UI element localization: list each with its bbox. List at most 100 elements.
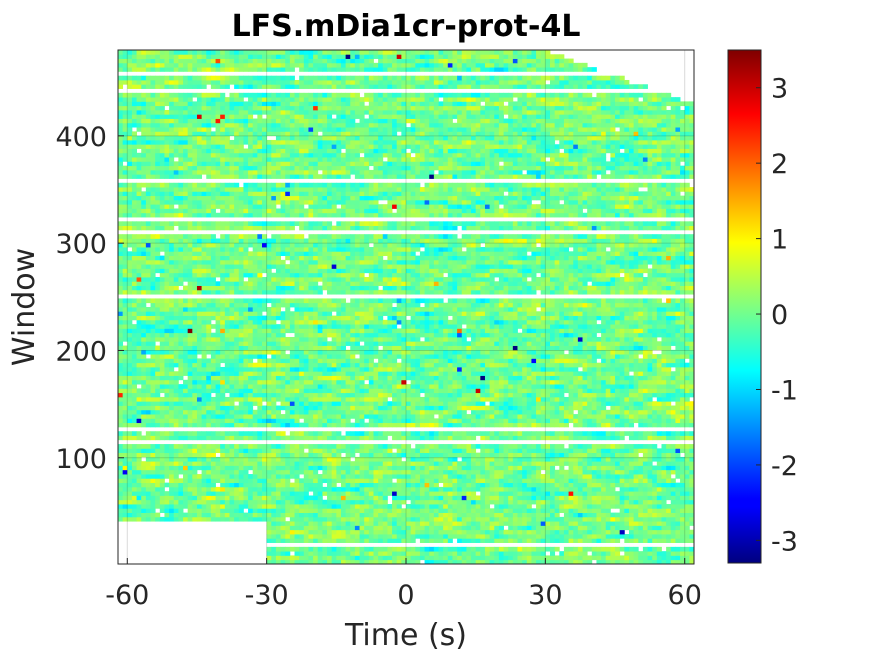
heatmap-cell [280, 534, 286, 539]
heatmap-cell [406, 409, 412, 415]
heatmap-cell [480, 448, 486, 454]
heatmap-cell [424, 491, 430, 496]
heatmap-cell [545, 534, 551, 539]
heatmap-cell [517, 469, 523, 475]
heatmap-cell [610, 559, 616, 564]
heatmap-cell [675, 499, 681, 505]
heatmap-cell [461, 534, 467, 539]
heatmap-cell [601, 375, 607, 381]
heatmap-cell [466, 461, 472, 466]
heatmap-cell [457, 388, 463, 394]
heatmap-cell [127, 516, 133, 522]
heatmap-cell [484, 375, 491, 381]
heatmap-cell [387, 482, 393, 488]
heatmap-cell [424, 546, 430, 552]
heatmap-cell [577, 521, 583, 526]
heatmap-cell [675, 538, 681, 543]
heatmap-cell [178, 482, 184, 488]
heatmap-cell [150, 375, 156, 381]
heatmap-cell [415, 452, 421, 458]
heatmap-cell [322, 444, 328, 449]
heatmap-cell [127, 384, 133, 389]
heatmap-cell [531, 478, 537, 484]
heatmap-cell [443, 418, 449, 424]
heatmap-cell [461, 418, 467, 424]
heatmap-cell [642, 418, 648, 424]
heatmap-cell [285, 396, 291, 402]
heatmap-cell [266, 456, 272, 462]
heatmap-cell [275, 456, 281, 462]
heatmap-cell [596, 474, 602, 479]
heatmap-cell [350, 401, 356, 406]
heatmap-cell [666, 375, 672, 381]
heatmap-cell [429, 388, 435, 394]
heatmap-cell [536, 529, 542, 535]
heatmap-cell [145, 384, 151, 389]
heatmap-cell [628, 525, 635, 531]
heatmap-cell [661, 384, 667, 389]
heatmap-cell [257, 388, 263, 394]
heatmap-cell [605, 486, 611, 492]
heatmap-cell [559, 384, 565, 389]
heatmap-cell [406, 401, 412, 406]
heatmap-cell [266, 366, 272, 372]
heatmap-cell [596, 405, 602, 411]
heatmap-cell [424, 555, 430, 561]
heatmap-cell [550, 491, 556, 496]
heatmap-cell [452, 546, 458, 552]
heatmap-cell [294, 384, 300, 389]
heatmap-cell [517, 512, 523, 518]
heatmap-cell [229, 465, 235, 471]
heatmap-cell [452, 409, 458, 415]
heatmap-cell [452, 534, 458, 539]
heatmap-cell [419, 491, 425, 496]
heatmap-cell [178, 512, 184, 518]
heatmap-cell [359, 469, 365, 475]
heatmap-cell [215, 409, 221, 415]
heatmap-cell [424, 538, 430, 543]
heatmap-cell [206, 379, 212, 385]
heatmap-cell [303, 469, 309, 475]
heatmap-cell [461, 431, 467, 436]
heatmap-cell [382, 538, 388, 543]
heatmap-cell [378, 478, 384, 484]
heatmap-cell [624, 448, 630, 454]
heatmap-cell [494, 444, 500, 449]
heatmap-cell [196, 486, 203, 492]
heatmap-cell [327, 491, 333, 496]
heatmap-cell [285, 491, 291, 496]
heatmap-cell [141, 491, 147, 496]
heatmap-cell [224, 499, 230, 505]
heatmap-cell [289, 371, 295, 376]
heatmap-cell [382, 456, 388, 462]
heatmap-cell [512, 448, 518, 454]
heatmap-cell [587, 456, 593, 462]
heatmap-cell [252, 452, 258, 458]
heatmap-cell [610, 504, 616, 509]
heatmap-cell [438, 461, 444, 466]
heatmap-cell [610, 512, 616, 518]
heatmap-cell [210, 482, 216, 488]
heatmap-cell [508, 534, 514, 539]
heatmap-cell [480, 435, 486, 441]
heatmap-cell [429, 384, 435, 389]
heatmap-cell [670, 384, 676, 389]
heatmap-cell [666, 512, 672, 518]
heatmap-cell [545, 401, 551, 406]
heatmap-cell [150, 405, 156, 411]
heatmap-cell [531, 555, 537, 561]
heatmap-cell [471, 392, 477, 398]
heatmap-cell [689, 401, 694, 406]
heatmap-cell [684, 435, 690, 441]
heatmap-cell [601, 482, 607, 488]
heatmap-cell [624, 469, 630, 475]
heatmap-cell [656, 534, 662, 539]
heatmap-cell [378, 469, 384, 475]
heatmap-cell [275, 491, 281, 496]
heatmap-cell [670, 435, 676, 441]
heatmap-cell [559, 444, 565, 449]
heatmap-cell [531, 546, 537, 552]
heatmap-cell [340, 499, 347, 505]
heatmap-cell [540, 418, 546, 424]
heatmap-cell [294, 469, 300, 475]
